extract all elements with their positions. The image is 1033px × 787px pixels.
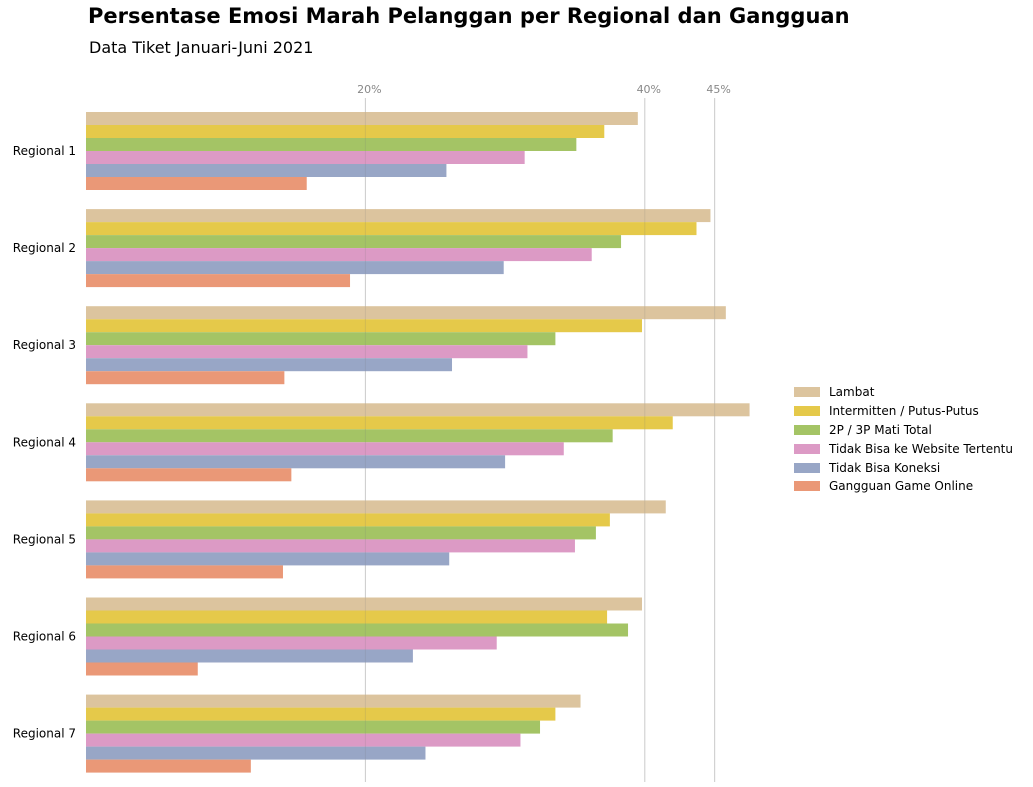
- bar: [86, 733, 521, 747]
- bar: [86, 416, 673, 430]
- bar: [86, 746, 426, 760]
- bar: [86, 720, 541, 734]
- bar: [86, 332, 556, 346]
- x-tick-label: 45%: [706, 83, 730, 96]
- bar: [86, 319, 643, 333]
- bar: [86, 565, 283, 579]
- bar: [86, 274, 351, 288]
- legend-swatch: [794, 462, 820, 473]
- x-tick-label: 20%: [357, 83, 381, 96]
- bar: [86, 468, 292, 482]
- bar: [86, 526, 596, 540]
- legend-label: Gangguan Game Online: [829, 479, 974, 494]
- chart-legend: Lambat Intermitten / Putus-Putus 2P / 3P M…: [794, 383, 1013, 496]
- legend-item: Intermitten / Putus-Putus: [794, 402, 1013, 421]
- legend-swatch: [794, 406, 820, 417]
- bar: [86, 403, 750, 417]
- bar: [86, 306, 726, 320]
- legend-item: 2P / 3P Mati Total: [794, 421, 1013, 440]
- legend-swatch: [794, 481, 820, 492]
- legend-item: Lambat: [794, 383, 1013, 402]
- chart-title: Persentase Emosi Marah Pelanggan per Reg…: [88, 4, 850, 28]
- legend-label: Tidak Bisa ke Website Tertentu: [829, 441, 1013, 456]
- legend-label: Tidak Bisa Koneksi: [829, 460, 941, 475]
- bar: [86, 610, 608, 624]
- category-label: Regional 7: [13, 727, 76, 741]
- legend-swatch: [794, 443, 820, 454]
- bar: [86, 248, 592, 262]
- legend-swatch: [794, 424, 820, 435]
- chart-subtitle: Data Tiket Januari-Juni 2021: [89, 38, 314, 57]
- category-label: Regional 6: [13, 630, 76, 644]
- bar: [86, 636, 497, 650]
- bar: [86, 151, 525, 164]
- bar: [86, 371, 285, 385]
- bar: [86, 112, 638, 125]
- bar: [86, 500, 666, 514]
- x-tick-label: 40%: [637, 83, 661, 96]
- bar: [86, 442, 564, 456]
- legend-item: Gangguan Game Online: [794, 477, 1013, 496]
- legend-item: Tidak Bisa Koneksi: [794, 458, 1013, 477]
- category-label: Regional 5: [13, 532, 76, 546]
- bar: [86, 707, 556, 721]
- bar: [86, 138, 577, 151]
- bar: [86, 261, 504, 275]
- bar: [86, 358, 453, 372]
- bar: [86, 552, 450, 566]
- bar: [86, 235, 622, 249]
- bar: [86, 125, 605, 138]
- legend-label: Lambat: [829, 385, 875, 400]
- legend-item: Tidak Bisa ke Website Tertentu: [794, 439, 1013, 458]
- bar: [86, 455, 506, 469]
- bar: [86, 177, 307, 190]
- legend-label: Intermitten / Putus-Putus: [829, 404, 979, 419]
- bar: [86, 759, 251, 773]
- bar: [86, 345, 528, 359]
- legend-label: 2P / 3P Mati Total: [829, 422, 932, 437]
- bar: [86, 513, 610, 527]
- bar: [86, 694, 581, 708]
- bar: [86, 623, 629, 637]
- bar: [86, 539, 575, 553]
- bar: [86, 429, 613, 443]
- bar: [86, 649, 413, 663]
- bar: [86, 209, 711, 223]
- category-label: Regional 1: [13, 144, 76, 158]
- bar: [86, 597, 643, 611]
- legend-swatch: [794, 387, 820, 398]
- category-label: Regional 3: [13, 338, 76, 352]
- category-label: Regional 2: [13, 241, 76, 255]
- bar: [86, 164, 447, 177]
- category-label: Regional 4: [13, 435, 76, 449]
- bar: [86, 222, 697, 236]
- bar: [86, 662, 198, 676]
